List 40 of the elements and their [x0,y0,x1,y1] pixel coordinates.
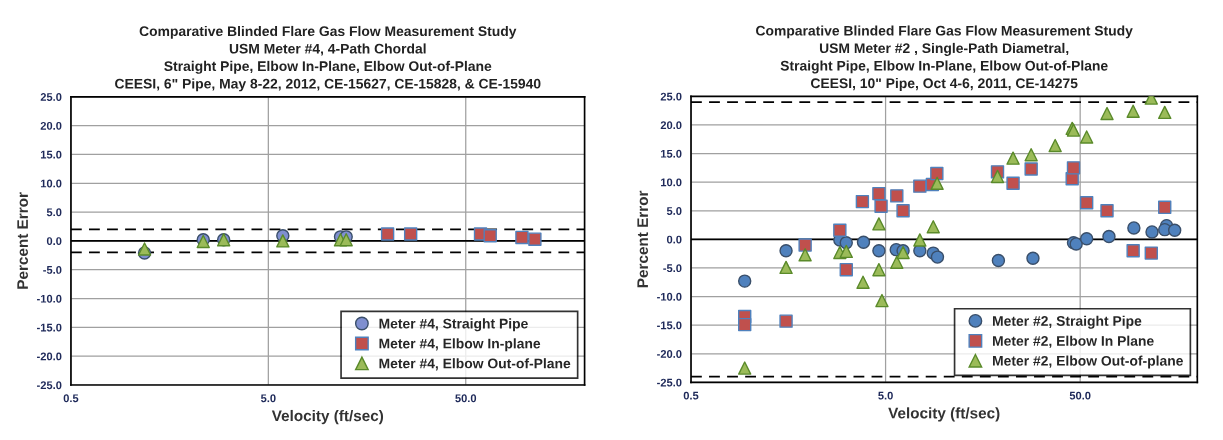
y-tick-label: 5.0 [46,208,62,217]
y-tick-label: -15.0 [657,321,682,330]
y-tick-label: -25.0 [37,381,62,390]
y-tick-label: -20.0 [37,352,62,361]
y-tick-label: 5.0 [666,207,682,215]
y-tick-label: 20.0 [660,121,682,130]
legend-label: Meter #2, Elbow In Plane [993,335,1154,348]
x-tick-label: 0.5 [683,391,699,400]
legend-label: Meter #2, Straight Pipe [993,315,1142,329]
y-tick-label: -10.0 [37,294,62,303]
x-tick-label: 5.0 [260,394,276,403]
y-tick-label: -10.0 [657,292,682,301]
y-tick-label: 10.0 [661,178,682,187]
legend-label: Meter #4, Elbow Out-of-Plane [379,358,571,371]
x-axis-title: Velocity (ft/sec) [888,407,1000,422]
y-tick-label: 25.0 [40,93,62,101]
y-tick-label: 10.0 [40,179,62,188]
x-tick-label: 5.0 [878,391,893,400]
y-tick-label: 20.0 [40,121,62,130]
y-tick-label: 25.0 [660,92,682,101]
chart-title: Comparative Blinded Flare Gas Flow Measurement Study USM Meter #4, 4-Path Chordal Straight Pipe, Elbow In-Plane, Elbow Out-of-Plane CEESI, 6" Pipe, May 8-22, 2012, CE-15627, CE-15828, & CE-15940 [115,25,541,92]
y-axis-title: Percent Error [17,192,29,289]
y-tick-label: 15.0 [40,150,62,159]
legend-label: Meter #4, Straight Pipe [379,318,528,332]
y-tick-label: 0.0 [666,235,682,244]
y-tick-label: -5.0 [43,265,62,274]
y-axis-title: Percent Error [637,190,649,288]
chart-title: Comparative Blinded Flare Gas Flow Measurement Study USM Meter #2 , Single-Path Diametral, Straight Pipe, Elbow In-Plane, Elbow Out-of-Plane CEESI, 10" Pipe, Oct 4-6, 2011, CE-14275 [756,25,1133,91]
y-tick-label: -15.0 [37,323,62,332]
y-tick-label: 15.0 [661,149,682,158]
x-tick-label: 50.0 [1069,391,1091,400]
x-tick-label: 0.5 [63,394,79,403]
y-tick-label: -5.0 [663,264,682,273]
x-axis-title: Velocity (ft/sec) [271,409,384,425]
x-tick-label: 50.0 [455,394,477,403]
legend-label: Meter #2, Elbow Out-of-plane [993,355,1183,369]
y-tick-label: 0.0 [46,237,62,246]
y-tick-label: -20.0 [657,350,682,358]
y-tick-label: -25.0 [657,378,682,387]
legend-label: Meter #4, Elbow In-plane [379,338,541,352]
